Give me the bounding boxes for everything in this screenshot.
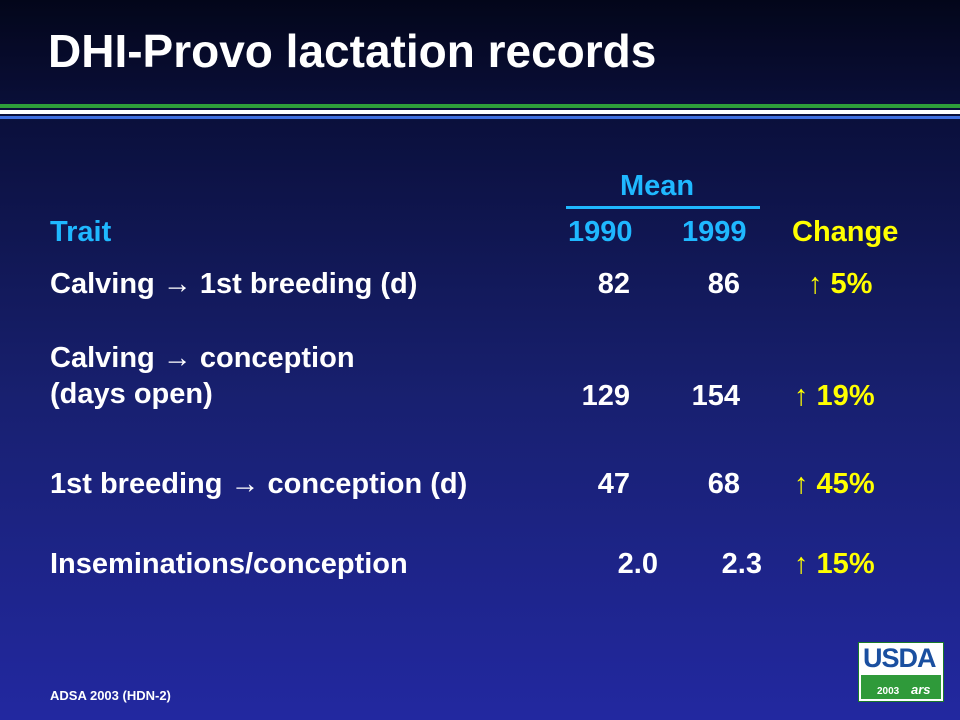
row-change: ↑ 5%	[808, 268, 873, 300]
usda-logo-green-field	[861, 675, 941, 699]
usda-logo: USDA 2003 ars	[858, 642, 944, 702]
title-rule-green	[0, 104, 960, 108]
row-value-1990: 129	[581, 380, 630, 412]
row-change: ↑ 15%	[794, 548, 875, 580]
row-value-1999: 68	[707, 468, 740, 500]
row-trait: Inseminations/conception	[50, 548, 408, 580]
row-trait-continued: (days open)	[50, 378, 213, 410]
row-value-1990: 2.0	[617, 548, 658, 580]
footer-citation: ADSA 2003 (HDN-2)	[50, 688, 171, 703]
row-value-1999: 2.3	[721, 548, 762, 580]
row-value-1999: 86	[707, 268, 740, 300]
usda-logo-ars: ars	[911, 682, 931, 697]
row-trait: 1st breeding → conception (d)	[50, 468, 468, 500]
header-change: Change	[792, 216, 899, 248]
header-1999: 1999	[682, 216, 747, 248]
slide-title: DHI-Provo lactation records	[48, 25, 657, 77]
title-rule-white	[0, 110, 960, 114]
mean-underline	[566, 206, 760, 209]
row-value-1990: 47	[597, 468, 630, 500]
row-change: ↑ 19%	[794, 380, 875, 412]
row-trait: Calving → 1st breeding (d)	[50, 268, 418, 300]
mean-group-header: Mean	[620, 170, 695, 202]
row-value-1999: 154	[691, 380, 740, 412]
title-rule-blue	[0, 116, 960, 119]
row-trait: Calving → conception	[50, 342, 355, 374]
usda-logo-text: USDA	[863, 643, 937, 673]
row-change: ↑ 45%	[794, 468, 875, 500]
row-value-1990: 82	[597, 268, 630, 300]
header-trait: Trait	[50, 216, 112, 248]
header-1990: 1990	[568, 216, 633, 248]
usda-logo-year: 2003	[877, 686, 900, 697]
